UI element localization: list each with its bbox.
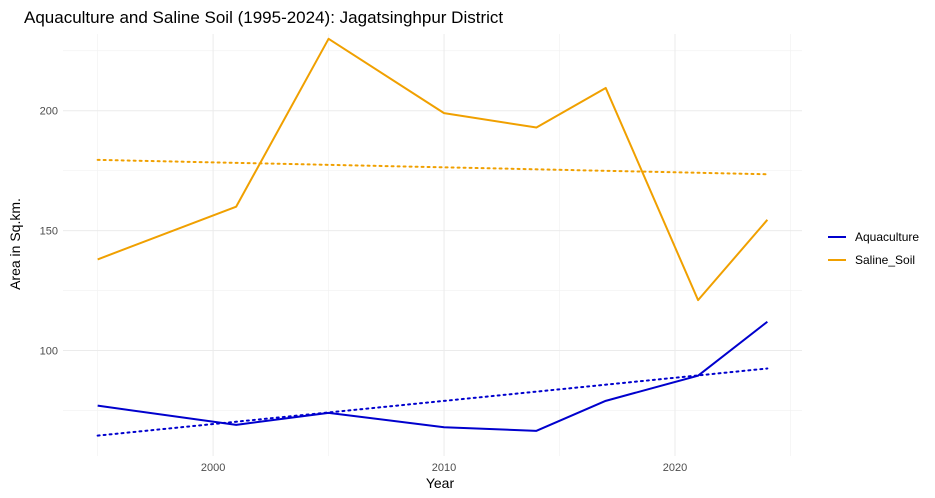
- chart-title: Aquaculture and Saline Soil (1995-2024):…: [24, 8, 503, 27]
- y-tick-label: 200: [40, 106, 58, 118]
- series-line-aquaculture: [97, 320, 768, 432]
- x-axis-title: Year: [426, 475, 455, 491]
- x-tick-labels: 2000 2010 2020: [201, 462, 687, 474]
- trend-line-aquaculture: [96, 367, 769, 437]
- x-tick-label: 2020: [663, 462, 687, 474]
- trend-line-saline-soil: [96, 158, 769, 176]
- legend-label: Saline_Soil: [855, 253, 915, 267]
- y-tick-labels: 100 150 200: [40, 106, 58, 358]
- grid: [63, 34, 802, 456]
- series-lines: [97, 37, 769, 432]
- series-line-saline-soil: [97, 37, 769, 302]
- x-tick-label: 2000: [201, 462, 225, 474]
- x-tick-label: 2010: [432, 462, 456, 474]
- y-tick-label: 150: [40, 226, 58, 238]
- trend-lines: [96, 158, 769, 437]
- y-tick-label: 100: [40, 346, 58, 358]
- legend-label: Aquaculture: [855, 230, 919, 244]
- y-axis-title: Area in Sq.km.: [7, 198, 23, 290]
- legend: Aquaculture Saline_Soil: [828, 230, 919, 267]
